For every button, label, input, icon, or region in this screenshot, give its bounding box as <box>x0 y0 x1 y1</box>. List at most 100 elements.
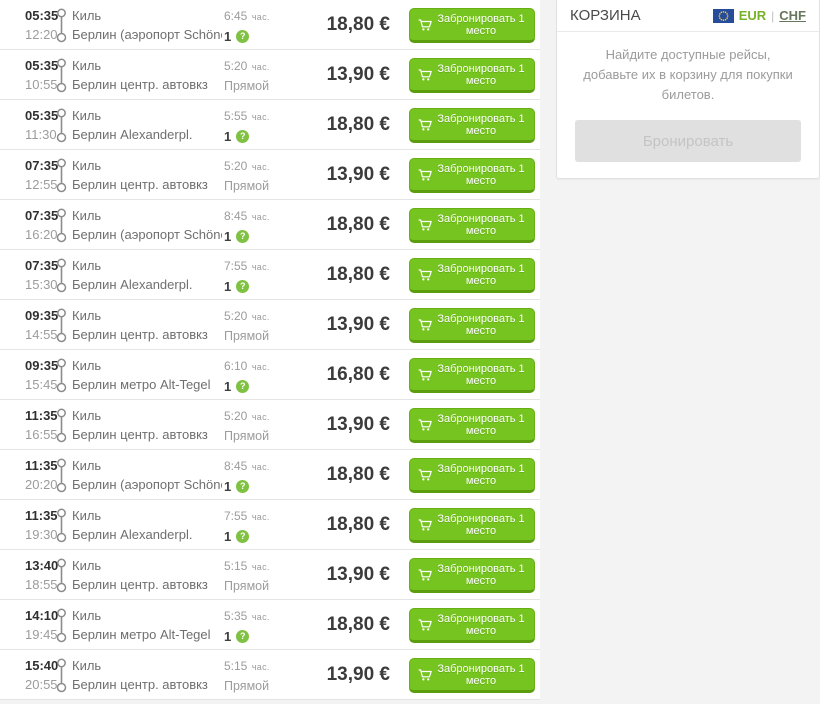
arrival-station: Берлин центр. автовкз <box>72 427 208 442</box>
book-seat-button[interactable]: Забронировать 1 место <box>409 558 535 593</box>
arrival-station: Берлин центр. автовкз <box>72 577 208 592</box>
transfer-help-icon[interactable]: ? <box>236 230 250 243</box>
cart-icon <box>417 367 433 383</box>
trip-times: 07:35 16:20 <box>25 206 58 244</box>
departure-station: Киль <box>72 458 102 473</box>
trip-times: 07:35 12:55 <box>25 156 58 194</box>
book-seat-button[interactable]: Забронировать 1 место <box>409 58 535 93</box>
trip-stations: Киль Берлин (аэропорт Schöne... <box>72 6 222 44</box>
route-stops-icon <box>55 658 68 693</box>
arrival-time: 16:55 <box>25 427 58 442</box>
departure-station: Киль <box>72 658 102 673</box>
book-seat-button[interactable]: Забронировать 1 место <box>409 458 535 493</box>
trip-row: 09:35 14:55 Киль Берлин центр. автовкз 5… <box>0 300 540 350</box>
trip-duration-block: 5:20 час. Прямой <box>224 306 270 346</box>
cart-header: КОРЗИНА EUR <box>557 0 819 32</box>
book-seat-button[interactable]: Забронировать 1 место <box>409 408 535 443</box>
trip-row: 07:35 16:20 Киль Берлин (аэропорт Schöne… <box>0 200 540 250</box>
book-seat-button[interactable]: Забронировать 1 место <box>409 158 535 193</box>
trip-row: 05:35 10:55 Киль Берлин центр. автовкз 5… <box>0 50 540 100</box>
transfer-help-icon[interactable]: ? <box>236 380 250 393</box>
departure-station: Киль <box>72 558 102 573</box>
currency-chf-option[interactable]: CHF <box>779 8 806 23</box>
arrival-time: 20:20 <box>25 477 58 492</box>
transfer-info: 1 ? <box>224 527 270 546</box>
currency-eur-option[interactable]: EUR <box>738 8 767 23</box>
trip-row: 09:35 15:45 Киль Берлин метро Alt-Tegel … <box>0 350 540 400</box>
trip-duration: 5:15 час. <box>224 556 270 577</box>
trip-stations: Киль Берлин центр. автовкз <box>72 56 222 94</box>
book-seat-button-label: Забронировать 1 место <box>437 662 525 687</box>
eu-flag-icon <box>712 8 734 23</box>
departure-time: 05:35 <box>25 108 59 123</box>
trip-duration-block: 7:55 час. 1 ? <box>224 506 270 546</box>
book-seat-button-label: Забронировать 1 место <box>437 12 525 37</box>
departure-time: 14:10 <box>25 608 59 623</box>
trip-duration: 5:35 час. <box>224 606 270 627</box>
route-stops-icon <box>55 308 68 343</box>
duration-unit: час. <box>251 312 270 322</box>
transfer-help-icon[interactable]: ? <box>236 630 250 643</box>
transfer-help-icon[interactable]: ? <box>236 30 250 43</box>
book-seat-button-label: Забронировать 1 место <box>437 462 525 487</box>
cart-icon <box>417 467 433 483</box>
trip-price: 18,80 € <box>326 463 390 485</box>
departure-station: Киль <box>72 208 102 223</box>
trip-duration-block: 6:10 час. 1 ? <box>224 356 270 396</box>
departure-time: 11:35 <box>25 458 58 473</box>
trip-duration-block: 8:45 час. 1 ? <box>224 456 270 496</box>
book-seat-button[interactable]: Забронировать 1 место <box>409 508 535 543</box>
trip-times: 09:35 14:55 <box>25 306 58 344</box>
duration-value: 5:20 <box>224 309 248 323</box>
duration-unit: час. <box>251 262 270 272</box>
duration-unit: час. <box>251 462 270 472</box>
book-seat-button[interactable]: Забронировать 1 место <box>409 358 535 393</box>
book-seat-button[interactable]: Забронировать 1 место <box>409 108 535 143</box>
duration-unit: час. <box>251 12 270 22</box>
trip-row: 07:35 15:30 Киль Берлин Alexanderpl. 7:5… <box>0 250 540 300</box>
cart-book-button[interactable]: Бронировать <box>575 120 801 162</box>
arrival-station: Берлин метро Alt-Tegel <box>72 377 211 392</box>
transfer-info: 1 ? <box>224 227 270 246</box>
book-seat-button[interactable]: Забронировать 1 место <box>409 258 535 293</box>
transfer-help-icon[interactable]: ? <box>236 130 250 143</box>
transfer-help-icon[interactable]: ? <box>236 530 250 543</box>
transfer-help-icon[interactable]: ? <box>236 280 250 293</box>
trip-stations: Киль Берлин центр. автовкз <box>72 556 222 594</box>
trip-price: 18,80 € <box>326 263 390 285</box>
trip-price: 13,90 € <box>326 563 390 585</box>
book-seat-button[interactable]: Забронировать 1 место <box>409 8 535 43</box>
duration-value: 5:35 <box>224 609 248 623</box>
arrival-station: Берлин центр. автовкз <box>72 327 208 342</box>
arrival-station: Берлин (аэропорт Schöne... <box>72 477 222 492</box>
book-seat-button[interactable]: Забронировать 1 место <box>409 608 535 643</box>
trip-duration-block: 5:20 час. Прямой <box>224 156 270 196</box>
book-seat-button[interactable]: Забронировать 1 место <box>409 308 535 343</box>
book-seat-button[interactable]: Забронировать 1 место <box>409 658 535 693</box>
departure-station: Киль <box>72 8 102 23</box>
transfer-info: 1 ? <box>224 477 270 496</box>
duration-value: 5:20 <box>224 59 248 73</box>
book-seat-button-label: Забронировать 1 место <box>437 112 525 137</box>
arrival-time: 14:55 <box>25 327 58 342</box>
duration-unit: час. <box>251 512 270 522</box>
trip-times: 07:35 15:30 <box>25 256 58 294</box>
transfer-help-icon[interactable]: ? <box>236 480 250 493</box>
trip-row: 11:35 16:55 Киль Берлин центр. автовкз 5… <box>0 400 540 450</box>
arrival-time: 19:45 <box>25 627 58 642</box>
duration-value: 8:45 <box>224 209 248 223</box>
arrival-time: 15:30 <box>25 277 58 292</box>
trip-row: 05:35 12:20 Киль Берлин (аэропорт Schöne… <box>0 0 540 50</box>
trip-times: 14:10 19:45 <box>25 606 58 644</box>
cart-icon <box>417 267 433 283</box>
departure-time: 09:35 <box>25 308 59 323</box>
departure-time: 05:35 <box>25 8 59 23</box>
book-seat-button[interactable]: Забронировать 1 место <box>409 208 535 243</box>
trip-row: 11:35 20:20 Киль Берлин (аэропорт Schöne… <box>0 450 540 500</box>
transfer-count: 1 <box>224 379 232 394</box>
trip-price: 18,80 € <box>326 113 390 135</box>
duration-unit: час. <box>251 562 270 572</box>
cart-icon <box>417 617 433 633</box>
arrival-station: Берлин (аэропорт Schöne... <box>72 227 222 242</box>
